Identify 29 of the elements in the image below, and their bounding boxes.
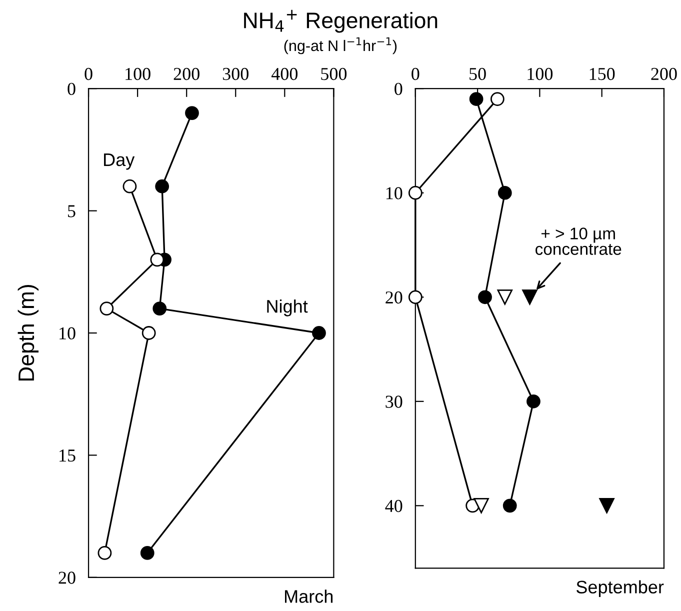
x-tick-label: 100 bbox=[528, 68, 553, 80]
chart-title: NH$_{4}$$^{+}$ Regeneration bbox=[244, 10, 438, 33]
x-tick-label: 300 bbox=[222, 68, 248, 80]
x-tick-label: 200 bbox=[651, 68, 677, 80]
x-tick-label: 0 bbox=[84, 68, 92, 80]
annotation: Night bbox=[267, 299, 308, 316]
x-axis-title: March bbox=[285, 590, 333, 603]
y-tick-label: 0 bbox=[68, 82, 76, 96]
x-tick-label: 500 bbox=[321, 68, 347, 80]
x-tick-label: 200 bbox=[174, 68, 200, 80]
y-tick-label: 5 bbox=[68, 205, 76, 218]
y-tick-label: 30 bbox=[386, 396, 402, 408]
annotation: + > 10 µm concentrate bbox=[536, 228, 622, 255]
y-tick-label: 20 bbox=[58, 572, 76, 584]
x-tick-label: 150 bbox=[590, 68, 615, 80]
x-tick-label: 100 bbox=[126, 68, 150, 80]
annotation: Day bbox=[104, 154, 135, 170]
y-tick-label: 0 bbox=[394, 82, 402, 96]
x-tick-label: 0 bbox=[412, 68, 420, 80]
x-tick-label: 400 bbox=[271, 68, 298, 80]
y-tick-label: 40 bbox=[385, 500, 402, 512]
x-axis-title: September bbox=[576, 580, 664, 598]
y-tick-label: 15 bbox=[60, 450, 76, 462]
y-tick-label: 10 bbox=[60, 327, 76, 340]
y-tick-label: 10 bbox=[386, 187, 402, 200]
y-tick-label: 20 bbox=[386, 291, 402, 304]
y-axis-title: Depth (m) bbox=[18, 284, 39, 381]
chart-subtitle: (ng-at N l$^{−1}$hr$^{−1}$) bbox=[284, 37, 397, 54]
x-tick-label: 50 bbox=[470, 68, 486, 80]
